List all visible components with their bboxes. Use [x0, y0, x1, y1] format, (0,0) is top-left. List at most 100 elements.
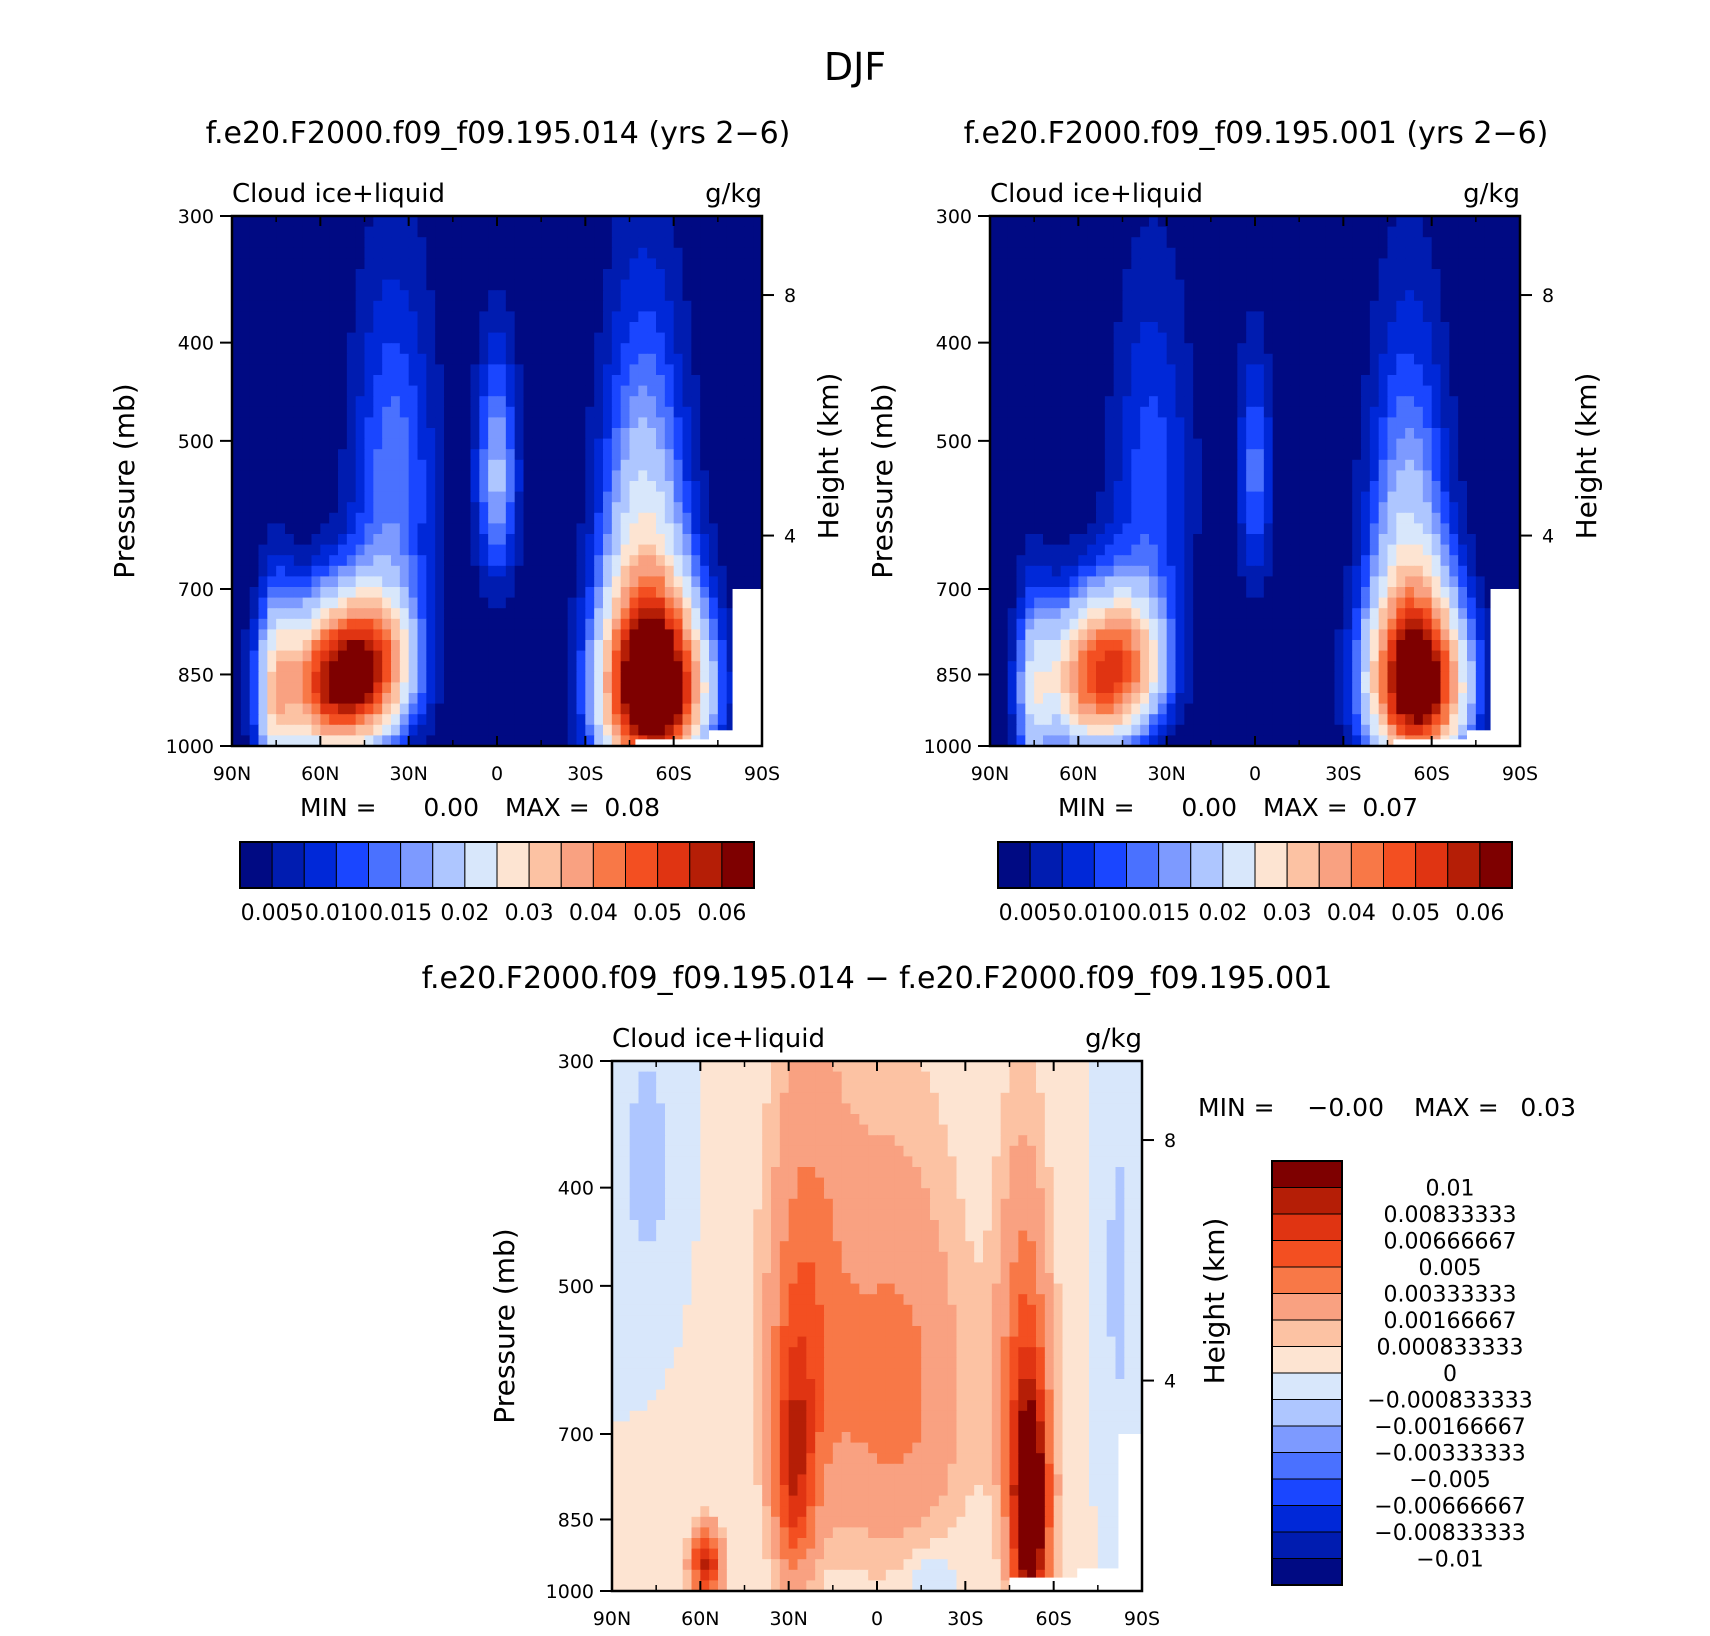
heatmap-cell [1396, 226, 1406, 238]
heatmap-cell [1096, 311, 1106, 323]
heatmap-cell [1025, 502, 1035, 514]
heatmap-cell [364, 311, 374, 323]
heatmap-cell [329, 724, 339, 736]
heatmap-cell [611, 343, 622, 355]
heatmap-cell [444, 332, 454, 344]
heatmap-cell [576, 735, 586, 747]
heatmap-cell [541, 481, 551, 493]
heatmap-cell [505, 608, 516, 620]
heatmap-cell [514, 703, 525, 715]
heatmap-cell [753, 481, 763, 493]
heatmap-cell [1334, 459, 1344, 471]
heatmap-cell [1361, 523, 1371, 535]
heatmap-cell [1255, 300, 1265, 312]
heatmap-cell [1202, 258, 1212, 270]
heatmap-cell [726, 470, 737, 482]
heatmap-cell [532, 216, 542, 228]
heatmap-cell [1352, 311, 1362, 323]
heatmap-cell [664, 661, 675, 673]
heatmap-cell [1184, 279, 1194, 291]
heatmap-cell [753, 576, 763, 588]
heatmap-cell [373, 618, 383, 630]
heatmap-cell [1511, 364, 1521, 376]
heatmap-cell [735, 534, 745, 546]
heatmap-cell [382, 534, 392, 546]
heatmap-cell [435, 650, 445, 662]
heatmap-cell [302, 216, 313, 228]
heatmap-cell [1290, 544, 1300, 556]
heatmap-cell [1025, 364, 1035, 376]
heatmap-cell [1502, 269, 1512, 281]
heatmap-cell [1228, 343, 1238, 355]
heatmap-cell [594, 428, 604, 440]
heatmap-cell [682, 587, 692, 599]
heatmap-cell [1034, 534, 1044, 546]
heatmap-cell [249, 608, 260, 620]
heatmap-cell [399, 629, 410, 641]
heatmap-cell [990, 502, 1000, 514]
heatmap-cell [717, 364, 728, 376]
heatmap-cell [426, 534, 436, 546]
heatmap-cell [1352, 523, 1362, 535]
heatmap-cell [1237, 502, 1247, 514]
heatmap-cell [638, 290, 648, 302]
heatmap-cell [1290, 512, 1300, 524]
heatmap-cell [1166, 311, 1177, 323]
heatmap-cell [1396, 385, 1406, 397]
heatmap-cell [479, 385, 489, 397]
heatmap-cell [717, 544, 728, 556]
heatmap-cell [329, 332, 339, 344]
heatmap-cell [1263, 396, 1274, 408]
heatmap-cell [1016, 300, 1026, 312]
heatmap-cell [346, 650, 357, 662]
heatmap-cell [1007, 502, 1018, 514]
heatmap-cell [691, 258, 701, 270]
heatmap-cell [717, 629, 728, 641]
heatmap-cell [1157, 481, 1168, 493]
heatmap-cell [267, 375, 277, 387]
heatmap-cell [488, 216, 498, 228]
heatmap-cell [1414, 290, 1424, 302]
heatmap-cell [408, 311, 419, 323]
heatmap-cell [585, 438, 595, 450]
heatmap-cell [1475, 343, 1486, 355]
heatmap-cell [558, 576, 569, 588]
heatmap-cell [1334, 512, 1344, 524]
heatmap-cell [523, 682, 533, 694]
heatmap-cell [541, 396, 551, 408]
heatmap-cell [1290, 216, 1300, 228]
heatmap-cell [1255, 385, 1265, 397]
heatmap-cell [1263, 375, 1274, 387]
heatmap-cell [567, 724, 578, 736]
heatmap-cell [1219, 258, 1230, 270]
heatmap-cell [1060, 470, 1071, 482]
heatmap-cell [514, 640, 525, 652]
heatmap-cell [576, 565, 586, 577]
heatmap-cell [691, 502, 701, 514]
heatmap-cell [717, 481, 728, 493]
heatmap-cell [664, 481, 675, 493]
heatmap-cell [1290, 279, 1300, 291]
heatmap-cell [249, 491, 260, 503]
heatmap-cell [523, 353, 533, 365]
heatmap-cell [435, 629, 445, 641]
heatmap-cell [382, 523, 392, 535]
heatmap-cell [364, 237, 374, 249]
heatmap-cell [576, 406, 586, 418]
heatmap-cell [240, 385, 251, 397]
heatmap-cell [647, 597, 657, 609]
heatmap-cell [1131, 417, 1141, 429]
heatmap-cell [1202, 481, 1212, 493]
heatmap-cell [488, 396, 498, 408]
heatmap-cell [1325, 247, 1336, 259]
heatmap-cell [664, 523, 675, 535]
heatmap-cell [382, 332, 392, 344]
heatmap-cell [302, 565, 313, 577]
heatmap-cell [293, 703, 304, 715]
heatmap-cell [532, 523, 542, 535]
heatmap-cell [717, 523, 728, 535]
heatmap-cell [417, 237, 427, 249]
heatmap-cell [1511, 406, 1521, 418]
heatmap-cell [417, 735, 427, 747]
heatmap-cell [408, 682, 419, 694]
